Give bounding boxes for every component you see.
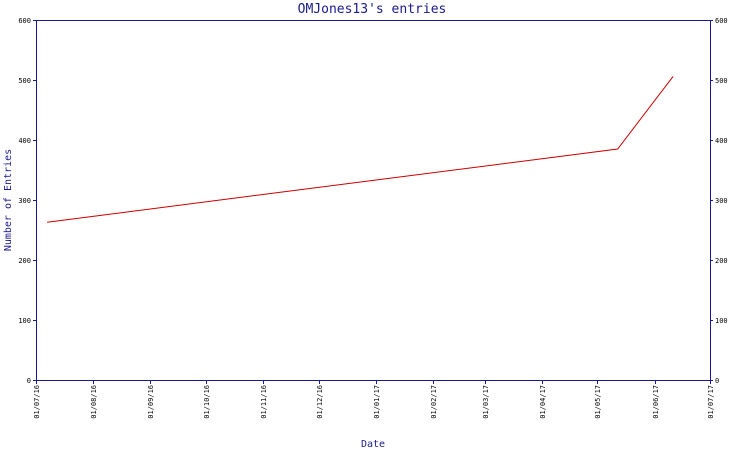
y-tick-label-left: 0 bbox=[27, 377, 31, 385]
x-tick-label: 01/02/17 bbox=[430, 385, 438, 419]
y-tick-label-right: 500 bbox=[715, 77, 728, 85]
x-tick-label: 01/03/17 bbox=[482, 385, 490, 419]
y-tick-label-left: 300 bbox=[18, 197, 31, 205]
y-tick-label-right: 400 bbox=[715, 137, 728, 145]
y-tick-label-right: 0 bbox=[715, 377, 719, 385]
y-tick-label-left: 600 bbox=[18, 17, 31, 25]
y-tick-label-left: 500 bbox=[18, 77, 31, 85]
x-tick-label: 01/07/17 bbox=[707, 385, 715, 419]
x-tick-label: 01/01/17 bbox=[373, 385, 381, 419]
chart-title: OMJones13's entries bbox=[298, 2, 447, 17]
y-tick-label-left: 200 bbox=[18, 257, 31, 265]
x-tick-label: 01/10/16 bbox=[203, 385, 211, 419]
x-tick-label: 01/07/16 bbox=[33, 385, 41, 419]
series-line bbox=[47, 76, 674, 223]
plot-frame bbox=[36, 20, 711, 381]
x-tick-label: 01/12/16 bbox=[316, 385, 324, 419]
x-tick-label: 01/04/17 bbox=[539, 385, 547, 419]
x-tick-label: 01/09/16 bbox=[147, 385, 155, 419]
x-tick-label: 01/11/16 bbox=[260, 385, 268, 419]
y-tick-label-right: 600 bbox=[715, 17, 728, 25]
y-axis-label: Number of Entries bbox=[3, 149, 14, 251]
x-axis-label: Date bbox=[361, 439, 385, 450]
series-layer bbox=[47, 76, 674, 223]
y-tick-label-left: 400 bbox=[18, 137, 31, 145]
y-tick-label-right: 100 bbox=[715, 317, 728, 325]
y-tick-label-right: 300 bbox=[715, 197, 728, 205]
y-tick-label-right: 200 bbox=[715, 257, 728, 265]
y-axis-right: 0 100 200 300 400 500 600 bbox=[710, 17, 728, 385]
x-tick-label: 01/08/16 bbox=[90, 385, 98, 419]
x-tick-label: 01/06/17 bbox=[652, 385, 660, 419]
y-axis-left: 0 100 200 300 400 500 600 bbox=[18, 17, 36, 385]
y-tick-label-left: 100 bbox=[18, 317, 31, 325]
x-axis: 01/07/16 01/08/16 01/09/16 01/10/16 01/11/16… bbox=[33, 380, 715, 419]
x-tick-label: 01/05/17 bbox=[594, 385, 602, 419]
